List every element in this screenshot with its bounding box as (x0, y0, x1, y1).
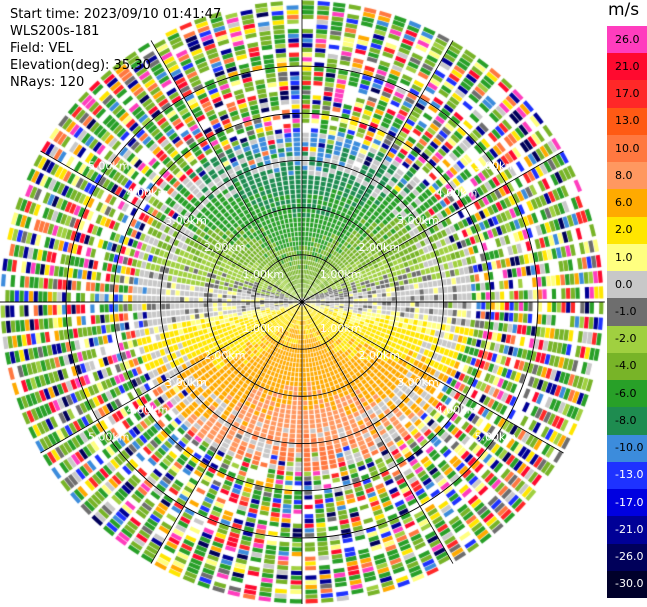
colorbar-tick-label: -4.0 (615, 359, 637, 373)
colorbar-tick-label: -8.0 (615, 413, 637, 427)
colorbar-segment (607, 189, 647, 218)
nrays-label: NRays: 120 (10, 75, 85, 90)
colorbar-segment (607, 243, 647, 272)
colorbar-segment (607, 407, 647, 436)
colorbar-tick-label: -13.0 (615, 468, 644, 482)
azimuth-spoke (301, 40, 454, 303)
colorbar-segment (607, 434, 647, 463)
azimuth-spoke (40, 150, 303, 303)
colorbar-tick-label: 17.0 (615, 87, 640, 101)
range-ring-label: 3.00km (397, 214, 439, 227)
range-ring-label: 2.00km (359, 349, 401, 362)
azimuth-spoke (301, 301, 564, 454)
range-ring-label: 1.00km (243, 268, 285, 281)
colorbar-tick-label: 8.0 (615, 168, 633, 182)
colorbar-segment (607, 461, 647, 490)
range-ring-label: 3.00km (165, 376, 207, 389)
colorbar-segment (607, 107, 647, 136)
colorbar-tick-label: -10.0 (615, 441, 644, 455)
colorbar-tick-label: -6.0 (615, 386, 637, 400)
range-ring-label: 3.00km (165, 214, 207, 227)
colorbar-segment (607, 489, 647, 517)
colorbar-segment (607, 570, 647, 599)
colorbar-tick-label: 2.0 (615, 223, 633, 237)
range-ring-label: 2.00km (204, 349, 246, 362)
azimuth-spoke (150, 40, 303, 303)
range-ring-label: 1.00km (320, 268, 362, 281)
colorbar-segment (607, 352, 647, 381)
colorbar-segment (607, 53, 647, 81)
colorbar-tick-label: 6.0 (615, 196, 633, 210)
colorbar-segment (607, 162, 647, 190)
colorbar-tick-label: -17.0 (615, 495, 644, 509)
colorbar-segment (607, 516, 647, 545)
range-ring-label: 5.00km (474, 160, 516, 173)
colorbar-tick-label: -30.0 (615, 577, 644, 591)
range-ring-label: 2.00km (204, 241, 246, 254)
range-ring-label: 4.00km (127, 403, 169, 416)
azimuth-spoke (40, 301, 303, 454)
range-ring (65, 65, 539, 539)
colorbar-segment (607, 26, 647, 54)
colorbar-tick-label: 21.0 (615, 59, 640, 73)
colorbar-segment (607, 380, 647, 408)
azimuth-spoke (301, 301, 454, 564)
range-ring (207, 207, 397, 397)
colorbar-title: m/s (608, 0, 640, 20)
range-ring (159, 159, 445, 445)
range-ring (254, 254, 350, 350)
range-ring-label: 5.00km (474, 430, 516, 443)
range-ring-label: 1.00km (243, 322, 285, 335)
colorbar-tick-label: -21.0 (615, 522, 644, 536)
azimuth-spoke (301, 150, 564, 303)
azimuth-spoke (150, 301, 303, 564)
colorbar-tick-label: 10.0 (615, 141, 640, 155)
colorbar-segment (607, 271, 647, 299)
colorbar-segment (607, 325, 647, 354)
range-ring (112, 112, 492, 492)
colorbar-tick-label: -1.0 (615, 305, 637, 318)
elevation-label: Elevation(deg): 35.30 (10, 58, 151, 73)
colorbar-segment (607, 298, 647, 327)
colorbar-segment (607, 543, 647, 572)
colorbar-segment (607, 216, 647, 245)
range-ring-label: 5.00km (88, 430, 130, 443)
range-ring-label: 4.00km (436, 187, 478, 200)
colorbar-tick-label: 1.0 (615, 250, 633, 264)
ppi-overlay: 1.00km 1.00km 1.00km 1.00km 2.00km 2.00km 2.00… (0, 0, 605, 604)
range-ring-label: 4.00km (436, 403, 478, 416)
range-ring-label: 4.00km (127, 187, 169, 200)
colorbar-tick-label: 0.0 (615, 277, 633, 291)
range-ring-label: 2.00km (359, 241, 401, 254)
instrument-label: WLS200s-181 (10, 24, 100, 39)
colorbar-segment (607, 134, 647, 163)
colorbar-tick-label: -26.0 (615, 550, 644, 564)
start-time-label: Start time: 2023/09/10 01:41:47 (10, 7, 222, 22)
colorbar-segment (607, 80, 647, 109)
colorbar-tick-label: 26.0 (615, 32, 640, 46)
scan-info: Start time: 2023/09/10 01:41:47 WLS200s-… (10, 6, 221, 91)
colorbar-tick-label: 13.0 (615, 114, 640, 128)
field-label: Field: VEL (10, 41, 73, 56)
colorbar-tick-label: -2.0 (615, 332, 637, 346)
range-ring-label: 5.00km (88, 160, 130, 173)
range-ring-label: 1.00km (320, 322, 362, 335)
range-ring-label: 3.00km (397, 376, 439, 389)
colorbar: 26.0 21.0 17.0 13.0 10.0 8.0 6.0 2.0 1.0 0.0 -1.0 -… (607, 26, 647, 599)
